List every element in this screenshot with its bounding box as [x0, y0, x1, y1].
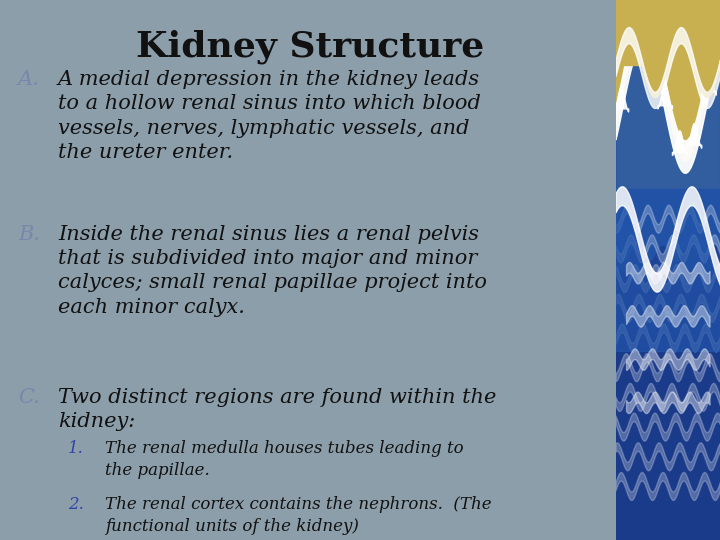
Text: B.: B.: [18, 225, 40, 244]
Text: Inside the renal sinus lies a renal pelvis
that is subdivided into major and min: Inside the renal sinus lies a renal pelv…: [58, 225, 487, 317]
Text: The renal medulla houses tubes leading to
the papillae.: The renal medulla houses tubes leading t…: [105, 440, 464, 478]
Text: A medial depression in the kidney leads
to a hollow renal sinus into which blood: A medial depression in the kidney leads …: [58, 70, 481, 162]
Text: C.: C.: [18, 388, 40, 407]
Bar: [616, 0, 720, 216]
Text: The renal cortex contains the nephrons.  (The
functional units of the kidney): The renal cortex contains the nephrons. …: [105, 496, 492, 535]
Text: Two distinct regions are found within the
kidney:: Two distinct regions are found within th…: [58, 388, 496, 431]
Text: 2.: 2.: [68, 496, 84, 513]
Text: A.: A.: [18, 70, 40, 89]
Text: 1.: 1.: [68, 440, 84, 457]
Bar: [616, 189, 720, 540]
Text: Kidney Structure: Kidney Structure: [136, 30, 484, 64]
